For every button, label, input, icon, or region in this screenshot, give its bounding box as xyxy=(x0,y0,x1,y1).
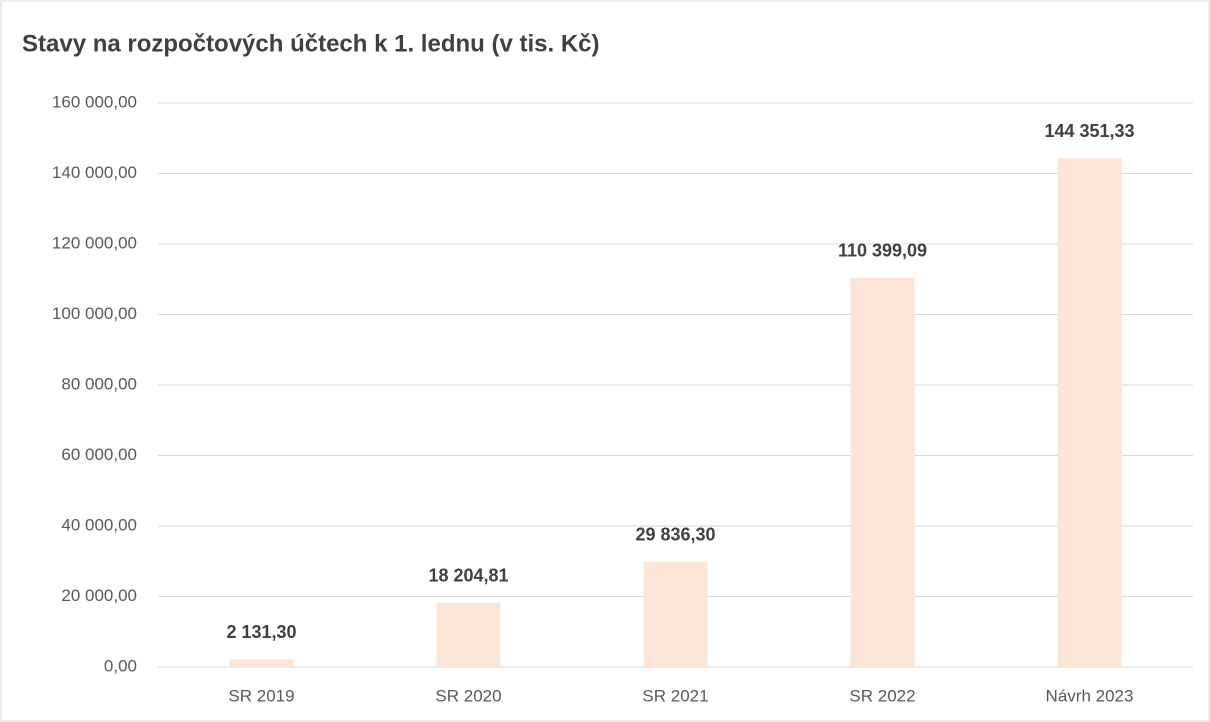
x-tick-label: Návrh 2023 xyxy=(1046,686,1134,705)
x-tick-label: SR 2019 xyxy=(228,686,294,705)
y-tick-label: 140 000,00 xyxy=(52,163,137,182)
data-label: 29 836,30 xyxy=(635,525,715,545)
y-tick-label: 20 000,00 xyxy=(61,586,137,605)
bar xyxy=(850,277,915,667)
bar xyxy=(436,602,501,667)
chart-title: Stavy na rozpočtových účtech k 1. lednu … xyxy=(22,30,600,57)
y-tick-label: 60 000,00 xyxy=(61,445,137,464)
y-tick-label: 120 000,00 xyxy=(52,233,137,252)
data-label: 144 351,33 xyxy=(1044,121,1134,141)
bar xyxy=(1057,158,1122,667)
y-tick-label: 0,00 xyxy=(104,656,137,675)
x-tick-label: SR 2020 xyxy=(435,686,501,705)
data-label: 110 399,09 xyxy=(838,241,927,261)
y-tick-label: 100 000,00 xyxy=(52,304,137,323)
data-label: 18 204,81 xyxy=(428,566,508,586)
data-label: 2 131,30 xyxy=(226,622,296,642)
y-tick-label: 40 000,00 xyxy=(61,515,137,534)
x-tick-label: SR 2022 xyxy=(849,686,915,705)
y-tick-label: 80 000,00 xyxy=(61,374,137,393)
bar xyxy=(643,561,708,667)
y-tick-label: 160 000,00 xyxy=(52,92,137,111)
bar xyxy=(229,659,294,667)
x-tick-label: SR 2021 xyxy=(642,686,708,705)
